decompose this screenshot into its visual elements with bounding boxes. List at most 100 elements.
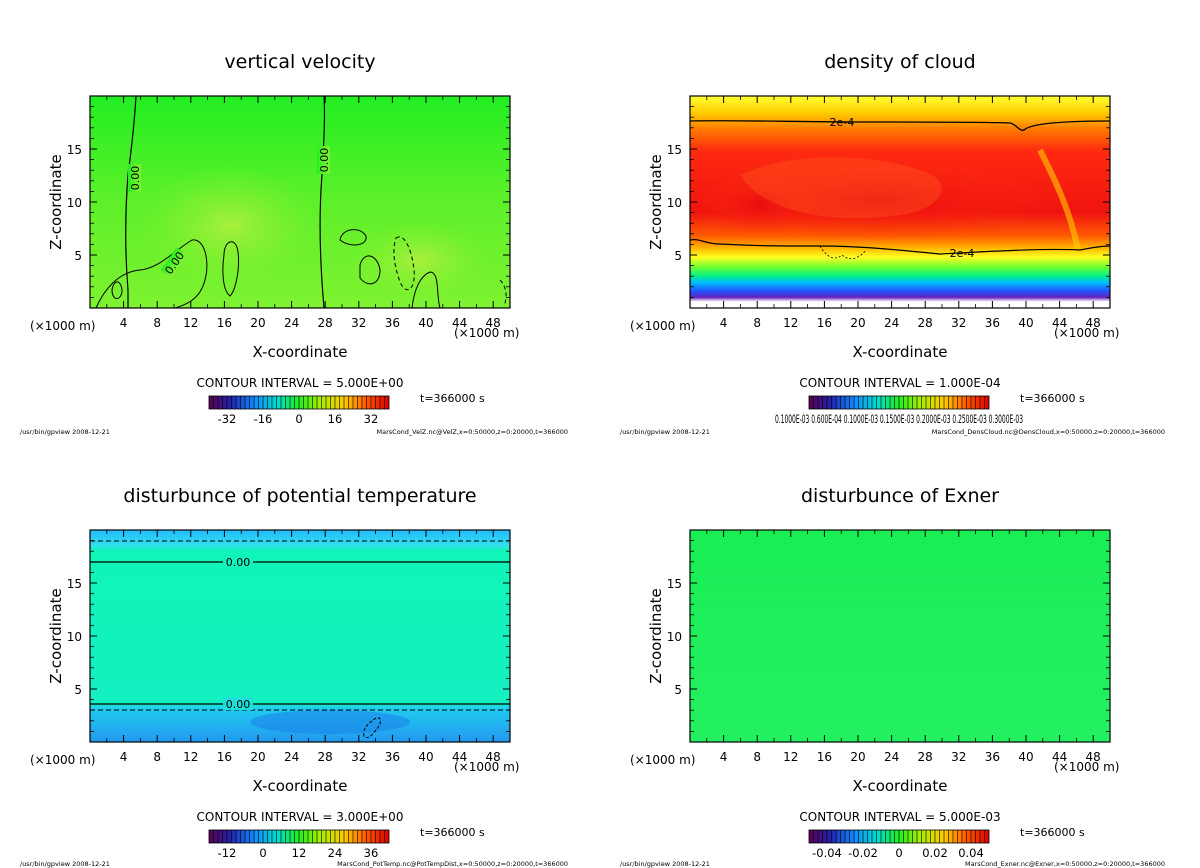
x-tick-label: 44: [1052, 316, 1067, 330]
plot-area: 0.00 0.00: [89, 529, 511, 743]
contour-line: [95, 239, 208, 309]
x-tick-label: 40: [418, 750, 433, 764]
colorbar-tick-label: -0.02: [848, 846, 878, 860]
y-tick-label: 5: [674, 683, 682, 697]
colorbar-tick-label: 0.04: [958, 846, 984, 860]
x-tick-label: 28: [918, 750, 933, 764]
x-unit-left: (×1000 m): [630, 753, 695, 767]
colorbar-tick-label: 24: [328, 846, 343, 860]
x-tick-label: 36: [985, 750, 1000, 764]
y-tick-label: 5: [674, 249, 682, 263]
contour-label: 2e-4: [830, 116, 855, 129]
panel-title: disturbunce of Exner: [801, 485, 999, 507]
contour-interval: CONTOUR INTERVAL = 5.000E+00: [197, 376, 404, 390]
y-tick-label: 10: [67, 196, 82, 210]
x-tick-label: 4: [720, 316, 728, 330]
colorbar-tick-label: 0.02: [922, 846, 948, 860]
contour-line: [819, 245, 867, 260]
x-tick-label: 32: [351, 750, 366, 764]
colorbar-tick-label: -0.04: [812, 846, 842, 860]
x-tick-label: 16: [817, 316, 832, 330]
contour-line: [689, 238, 1111, 255]
x-tick-label: 16: [217, 316, 232, 330]
x-axis-label: X-coordinate: [253, 777, 348, 795]
y-tick-label: 15: [667, 143, 682, 157]
x-tick-label: 36: [385, 750, 400, 764]
colorbar-tick-label: 0: [259, 846, 266, 860]
x-tick-label: 4: [720, 750, 728, 764]
contour-line: [222, 241, 239, 297]
x-unit-right: (×1000 m): [1054, 326, 1119, 340]
contour-label-group: 0.00: [223, 555, 253, 569]
contour-label-group: 0.00: [317, 146, 331, 174]
panel-title: disturbunce of potential temperature: [123, 485, 476, 507]
footer-right: MarsCond_PotTemp.nc@PotTempDist,x=0:5000…: [337, 860, 568, 868]
panel-density-of-cloud: density of cloud 2e-4 2e-4 4 8 12 16 20 24 28 3…: [620, 51, 1165, 436]
colorbar-tick-label: 0.1000E-03 0.600E-04 0.1000E-03 0.1500E-…: [775, 412, 1023, 426]
x-unit-left: (×1000 m): [30, 753, 95, 767]
colorbar-tick-label: 16: [328, 412, 343, 426]
x-tick-label: 32: [951, 750, 966, 764]
footer-left: /usr/bin/gpview 2008-12-21: [20, 428, 110, 436]
footer-left: /usr/bin/gpview 2008-12-21: [620, 860, 710, 868]
y-tick-label: 15: [67, 143, 82, 157]
panel-title: density of cloud: [824, 51, 976, 73]
contour-interval: CONTOUR INTERVAL = 1.000E-04: [799, 376, 1000, 390]
x-tick-label: 32: [951, 316, 966, 330]
contour-label-group: 2e-4: [950, 247, 975, 260]
y-tick-label: 10: [667, 196, 682, 210]
time-label: t=366000 s: [420, 392, 485, 405]
x-tick-label: 28: [918, 316, 933, 330]
x-tick-label: 40: [1018, 750, 1033, 764]
x-tick-label: 8: [753, 316, 761, 330]
x-unit-right: (×1000 m): [1054, 760, 1119, 774]
x-tick-label: 16: [817, 750, 832, 764]
plot-area: 0.00 0.00 0.00: [89, 95, 511, 309]
x-tick-label: 44: [452, 316, 467, 330]
y-tick-label: 15: [67, 577, 82, 591]
y-tick-label: 15: [667, 577, 682, 591]
y-axis-label: Z-coordinate: [647, 154, 665, 249]
x-unit-right: (×1000 m): [454, 326, 519, 340]
x-tick-label: 12: [783, 316, 798, 330]
panel-vertical-velocity: vertical velocity 0.00 0.00: [20, 51, 568, 436]
colorbar-tick-label: 0: [295, 412, 302, 426]
y-tick-label: 5: [74, 683, 82, 697]
colorbar-tick-label: 32: [364, 412, 379, 426]
x-tick-label: 40: [1018, 316, 1033, 330]
field-streak: [1037, 148, 1081, 251]
colorbar-tick-label: -16: [254, 412, 273, 426]
y-tick-label: 10: [667, 630, 682, 644]
colorbar: -32 -16 0 16 32: [208, 395, 390, 426]
field-blob: [700, 175, 820, 235]
panel-exner: disturbunce of Exner 4 8 12 16 20 24 28 32 36 40 4…: [620, 485, 1165, 868]
x-tick-label: 48: [1086, 316, 1101, 330]
x-tick-label: 24: [884, 316, 899, 330]
contour-label-group: 0.00: [223, 697, 253, 711]
contour-line: [411, 271, 441, 309]
x-tick-label: 16: [217, 750, 232, 764]
contour-interval: CONTOUR INTERVAL = 3.000E+00: [197, 810, 404, 824]
y-axis-label: Z-coordinate: [647, 588, 665, 683]
x-tick-label: 28: [318, 316, 333, 330]
footer-left: /usr/bin/gpview 2008-12-21: [620, 428, 710, 436]
contour-label: 0.00: [226, 556, 251, 569]
colorbar: -0.04 -0.02 0 0.02 0.04: [808, 829, 990, 860]
colorbar-tick-label: 12: [292, 846, 307, 860]
field-blob: [250, 710, 410, 734]
x-tick-label: 24: [884, 750, 899, 764]
y-tick-label: 10: [67, 630, 82, 644]
footer-right: MarsCond_DensCloud.nc@DensCloud,x=0:5000…: [932, 428, 1165, 436]
x-tick-label: 20: [850, 750, 865, 764]
time-label: t=366000 s: [1020, 392, 1085, 405]
contour-label: 0.00: [318, 148, 331, 173]
x-tick-label: 40: [418, 316, 433, 330]
x-axis-label: X-coordinate: [853, 777, 948, 795]
x-tick-label: 20: [250, 750, 265, 764]
x-axis-label: X-coordinate: [253, 343, 348, 361]
contour-line: [363, 717, 381, 739]
field-swirl: [740, 157, 942, 219]
